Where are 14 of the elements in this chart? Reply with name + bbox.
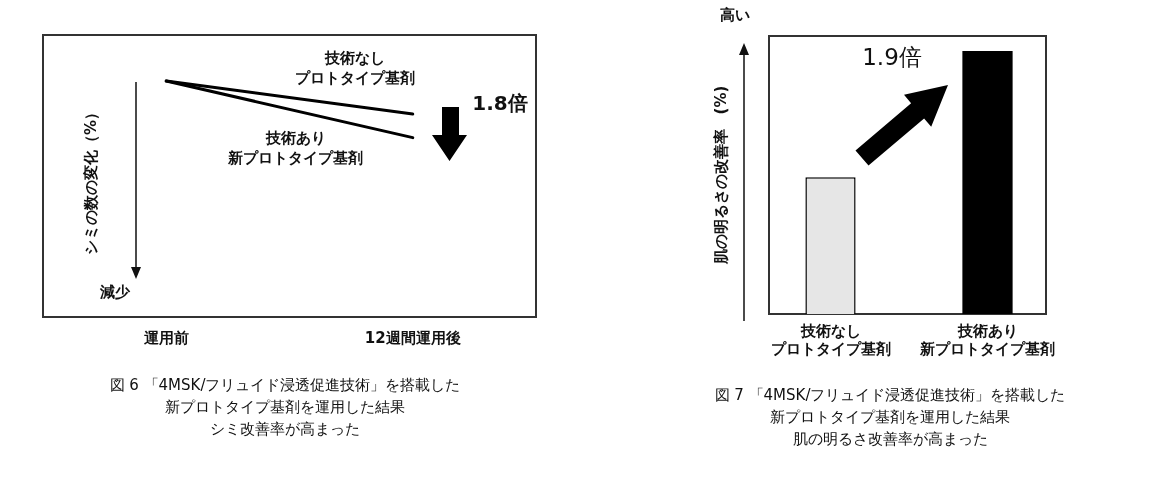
- caption: 図 7 「4MSK/フリュイド浸透促進技術」を搭載した新プロトタイプ基剤を運用した結果肌の明るさ改善率が高まった: [713, 385, 1067, 450]
- x-tick-label: 12週間運用後: [364, 328, 461, 347]
- caption: 図 6 「4MSK/フリュイド浸透促進技術」を搭載した新プロトタイプ基剤を運用した結果シミ改善率が高まった: [108, 375, 462, 440]
- annotation: 1.9倍: [862, 43, 922, 70]
- annotation: 1.8倍: [472, 91, 528, 116]
- x-tick-label: 技術なしプロトタイプ基剤: [770, 321, 891, 358]
- series-label: 技術あり新プロトタイプ基剤: [227, 128, 364, 167]
- x-tick-label: 運用前: [142, 328, 189, 347]
- series-label: 技術なしプロトタイプ基剤: [294, 48, 415, 87]
- y-axis-title: シミの数の変化（%）: [81, 104, 100, 256]
- annotation: 減少: [99, 282, 131, 301]
- text: 高い: [720, 5, 750, 24]
- x-tick-label: 技術あり新プロトタイプ基剤: [919, 321, 1055, 358]
- y-axis-title: 肌の明るさの改善率 (%): [711, 85, 730, 266]
